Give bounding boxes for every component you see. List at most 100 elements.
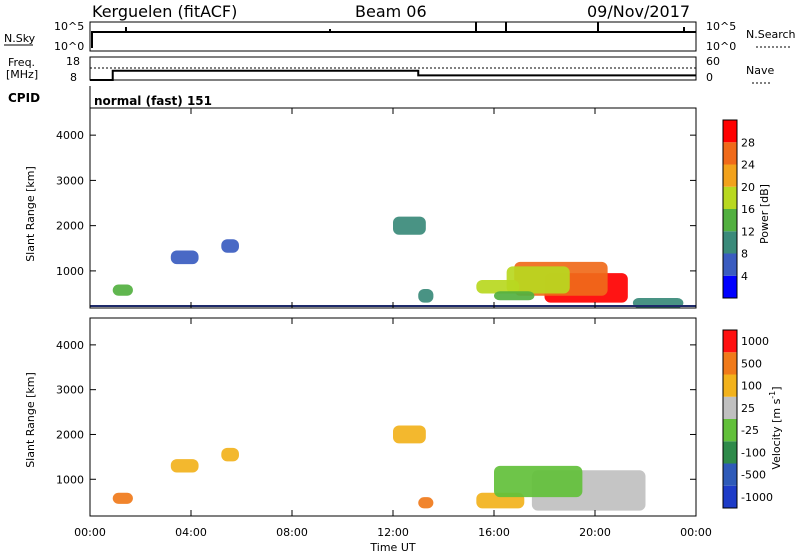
- velocity-ytick-label: 3000: [56, 384, 84, 397]
- cpid-label: CPID: [8, 91, 40, 105]
- velocity-colorbar-cell: [723, 485, 737, 508]
- x-tick-label: 00:00: [74, 526, 106, 539]
- nsearch-label: N.Search: [746, 28, 796, 41]
- nsky-spikes: [125, 22, 685, 32]
- nsearch-tick-top: 10^5: [706, 20, 736, 33]
- velocity-label-main: Velocity [m s: [770, 398, 783, 469]
- velocity-colorbar-cell: [723, 352, 737, 375]
- power-patch: [476, 279, 520, 294]
- velocity-label-exp: -1: [768, 391, 777, 399]
- x-axis-label: Time UT: [369, 541, 415, 554]
- velocity-colorbar-cell: [723, 419, 737, 442]
- nave-label: Nave: [746, 64, 774, 77]
- velocity-ytick-label: 4000: [56, 339, 84, 352]
- freq-trace: [90, 69, 696, 81]
- power-colorbar: 4 8 12 16 20 24 28: [722, 119, 755, 299]
- power-colorbar-cell: [723, 186, 737, 209]
- velocity-ytick-label: 1000: [56, 473, 84, 486]
- velocity-colorbar-label: Velocity [m s-1]: [768, 386, 783, 469]
- freq-unit-label: [MHz]: [6, 68, 38, 81]
- velocity-patch: [170, 459, 199, 473]
- velocity-colorbar-frame: [722, 329, 738, 509]
- power-ytick-label: 4000: [56, 129, 84, 142]
- power-ytick-label: 2000: [56, 220, 84, 233]
- power-colorbar-tick: 28: [741, 136, 755, 149]
- cpid-value: normal (fast) 151: [94, 94, 212, 108]
- power-ytick-label: 3000: [56, 174, 84, 187]
- power-colorbar-cell: [723, 164, 737, 187]
- velocity-colorbar-tick: 500: [741, 357, 762, 370]
- velocity-colorbar-cell: [723, 441, 737, 464]
- nave-tick-bottom: 0: [706, 71, 713, 84]
- beam-title: Beam 06: [355, 2, 427, 21]
- freq-tick-top: 18: [66, 55, 80, 68]
- nsky-tick-top: 10^5: [54, 20, 84, 33]
- power-colorbar-tick: 20: [741, 181, 755, 194]
- velocity-colorbar-tick: -1000: [741, 491, 773, 504]
- nsky-trace: [91, 31, 696, 48]
- x-tick-label: 20:00: [579, 526, 611, 539]
- velocity-colorbar-cell: [723, 396, 737, 419]
- nsky-panel-frame: [89, 21, 697, 52]
- station-title: Kerguelen (fitACF): [92, 2, 237, 21]
- power-patch: [494, 291, 535, 301]
- velocity-colorbar-tick: 100: [741, 380, 762, 393]
- x-tick-label: 04:00: [175, 526, 207, 539]
- velocity-heatmap-patches: [112, 425, 646, 511]
- power-heatmap-patches: [112, 216, 684, 308]
- power-colorbar-tick: 12: [741, 225, 755, 238]
- velocity-y-ticks: 1000 2000 3000 4000: [56, 339, 696, 486]
- power-colorbar-tick: 8: [741, 248, 748, 261]
- x-tick-label: 12:00: [377, 526, 409, 539]
- power-colorbar-tick: 16: [741, 203, 755, 216]
- x-tick-label: 00:00: [680, 526, 712, 539]
- velocity-patch: [221, 447, 239, 462]
- power-colorbar-tick: 24: [741, 159, 755, 172]
- x-tick-label: 08:00: [276, 526, 308, 539]
- velocity-colorbar-tick: -100: [741, 446, 766, 459]
- velocity-patch: [418, 497, 434, 509]
- power-patch: [506, 266, 570, 294]
- velocity-colorbar-cell: [723, 374, 737, 397]
- power-patch: [418, 288, 434, 303]
- power-colorbar-cell: [723, 231, 737, 254]
- nsky-label: N.Sky: [4, 32, 36, 45]
- power-y-ticks: 1000 2000 3000 4000: [56, 129, 696, 278]
- power-colorbar-cell: [723, 275, 737, 298]
- velocity-colorbar-cell: [723, 463, 737, 486]
- nsky-tick-bottom: 10^0: [54, 40, 84, 53]
- power-patch: [221, 239, 239, 253]
- velocity-patch: [393, 425, 426, 444]
- velocity-colorbar-tick: 1000: [741, 335, 769, 348]
- power-colorbar-label: Power [dB]: [758, 184, 771, 244]
- power-colorbar-frame: [722, 119, 738, 299]
- velocity-colorbar-tick: -25: [741, 424, 759, 437]
- velocity-colorbar-tick: 25: [741, 402, 755, 415]
- freq-label: Freq.: [8, 56, 35, 69]
- x-tick-label: 16:00: [478, 526, 510, 539]
- velocity-ytick-label: 2000: [56, 428, 84, 441]
- power-patch: [393, 216, 426, 235]
- power-patch: [112, 284, 133, 296]
- power-colorbar-cell: [723, 142, 737, 165]
- velocity-patch: [112, 492, 133, 504]
- power-patch: [170, 250, 199, 265]
- power-colorbar-cell: [723, 209, 737, 232]
- x-ticks: 00:00 04:00 08:00 12:00 16:00 20:00 00:00: [74, 108, 712, 539]
- power-y-axis-label: Slant Range [km]: [24, 166, 37, 262]
- velocity-colorbar: 1000 500 100 25 -25 -100 -500 -1000: [722, 329, 773, 509]
- power-ytick-label: 1000: [56, 265, 84, 278]
- date-title: 09/Nov/2017: [587, 2, 690, 21]
- freq-tick-bottom: 8: [70, 71, 77, 84]
- velocity-colorbar-cell: [723, 330, 737, 353]
- nsearch-tick-bottom: 10^0: [706, 40, 736, 53]
- nave-tick-top: 60: [706, 55, 720, 68]
- velocity-colorbar-tick: -500: [741, 469, 766, 482]
- freq-panel-frame: [89, 56, 697, 81]
- power-colorbar-tick: 4: [741, 270, 748, 283]
- velocity-patch: [494, 465, 583, 498]
- velocity-y-axis-label: Slant Range [km]: [24, 372, 37, 468]
- velocity-label-end: ]: [770, 386, 783, 390]
- power-colorbar-cell: [723, 253, 737, 276]
